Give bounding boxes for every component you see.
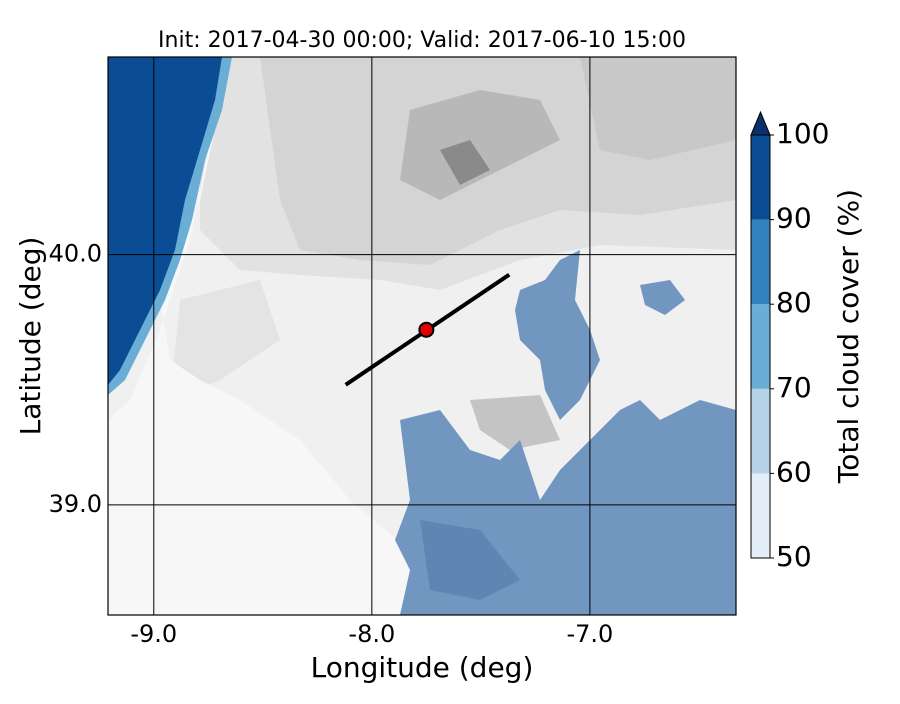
terrain bbox=[470, 395, 560, 450]
colorbar-segment bbox=[751, 219, 770, 305]
terrain bbox=[440, 140, 490, 185]
colorbar-segment bbox=[751, 135, 770, 220]
cloud-area bbox=[420, 520, 520, 600]
colorbar-tick-label: 60 bbox=[776, 455, 812, 488]
colorbar-segment bbox=[751, 473, 770, 558]
colorbar-tick-label: 80 bbox=[776, 286, 812, 319]
colorbar-segment bbox=[751, 388, 770, 474]
cloud-area bbox=[640, 280, 685, 315]
map-field bbox=[108, 57, 736, 615]
y-tick-label: 39.0 bbox=[49, 490, 102, 518]
x-tick-label: -8.0 bbox=[348, 620, 395, 648]
x-tick-label: -7.0 bbox=[566, 620, 613, 648]
terrain bbox=[170, 280, 280, 400]
colorbar-tick-label: 90 bbox=[776, 202, 812, 235]
colorbar-tick-label: 100 bbox=[776, 117, 829, 150]
y-tick-label: 40.0 bbox=[49, 240, 102, 268]
plot-frame bbox=[107, 56, 737, 616]
x-axis-label: Longitude (deg) bbox=[311, 651, 534, 684]
colorbar-segment bbox=[751, 304, 770, 389]
colorbar-tick-label: 50 bbox=[776, 540, 812, 573]
colorbar-tick-label: 70 bbox=[776, 371, 812, 404]
cloud-area bbox=[515, 250, 600, 420]
chart-title: Init: 2017-04-30 00:00; Valid: 2017-06-1… bbox=[158, 28, 686, 53]
location-marker bbox=[418, 321, 435, 338]
y-axis-label: Latitude (deg) bbox=[14, 237, 47, 436]
terrain bbox=[400, 90, 560, 200]
colorbar-label: Total cloud cover (%) bbox=[832, 189, 865, 484]
cloud-area bbox=[108, 57, 222, 385]
colorbar-extend bbox=[750, 110, 771, 136]
terrain bbox=[580, 57, 736, 160]
terrain bbox=[108, 57, 420, 615]
x-tick-label: -9.0 bbox=[130, 620, 177, 648]
colorbar-frame bbox=[750, 134, 771, 559]
